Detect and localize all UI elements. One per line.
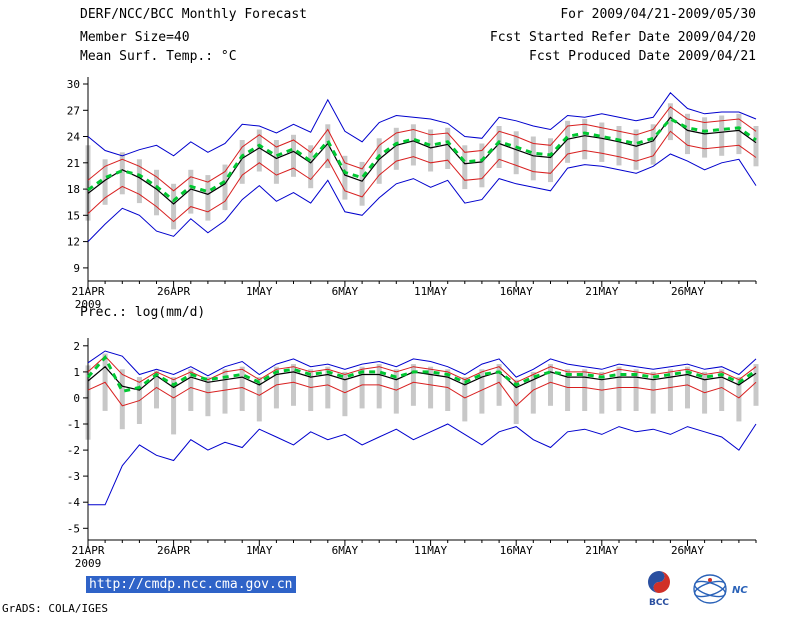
chart-temp-x-tick-label: 1MAY xyxy=(246,285,273,298)
fcst-start-date-label: Fcst Started Refer Date 2009/04/20 xyxy=(489,30,756,45)
chart-temp-series-ensemble-max xyxy=(87,92,757,157)
chart-temp-y-tick-label: 27 xyxy=(67,104,80,117)
page-title: DERF/NCC/BCC Monthly Forecast xyxy=(80,7,307,22)
prec-panel-title: Prec.: log(mm/d) xyxy=(80,305,206,320)
precipitation-chart: 2 1 0 -1 -2 -3 -4 -5 21APR 26APR 1MAY 6MAY 11MAY 16MA… xyxy=(67,338,759,570)
chart-temp-y-tick-label: 12 xyxy=(67,236,80,249)
chart-temp-x-tick-label: 26MAY xyxy=(671,285,704,298)
chart-temp-x-tick-label: 21MAY xyxy=(585,285,618,298)
chart-temp-x-year-label: 2009 xyxy=(75,298,102,311)
chart-prec-x-tick-label: 11MAY xyxy=(414,544,447,557)
chart-prec-y-tick-label: -5 xyxy=(67,522,80,535)
chart-temp-y-tick-label: 15 xyxy=(67,209,80,222)
chart-prec-x-tick-label: 1MAY xyxy=(246,544,273,557)
chart-temp-series-ensemble-min xyxy=(87,153,757,242)
temperature-chart: 9 12 15 18 21 24 27 30 21APR 26APR 1MAY 6MAY 11MAY 16… xyxy=(67,77,759,311)
chart-prec-series-upper-bound xyxy=(87,355,757,383)
forecast-range-label: For 2009/04/21-2009/05/30 xyxy=(560,7,756,22)
chart-prec-x-tick-label: 21APR xyxy=(71,544,104,557)
chart-prec-y-tick-label: 0 xyxy=(73,392,80,405)
ncc-logo-label: NCC xyxy=(732,585,748,596)
grads-credit: GrADS: COLA/IGES xyxy=(2,602,108,615)
ncc-globe-icon xyxy=(693,574,727,604)
chart-prec-y-tick-label: 1 xyxy=(73,366,80,379)
bcc-logo: BCC xyxy=(648,571,670,607)
chart-temp-series-upper-bound xyxy=(87,106,757,192)
chart-prec-series-ensemble-median xyxy=(87,365,757,391)
ncc-logo: NCC xyxy=(693,574,748,604)
chart-temp-y-tick-label: 18 xyxy=(67,183,80,196)
chart-temp-x-tick-label: 21APR xyxy=(71,285,104,298)
member-size-label: Member Size=40 xyxy=(80,30,190,45)
source-url-link[interactable]: http://cmdp.ncc.cma.gov.cn xyxy=(86,576,296,593)
chart-prec-y-tick-label: -2 xyxy=(67,444,80,457)
chart-prec-y-tick-label: 2 xyxy=(73,340,80,353)
chart-temp-series-ensemble-median xyxy=(87,116,757,205)
chart-prec-x-tick-label: 26MAY xyxy=(671,544,704,557)
chart-prec-series-ensemble-min xyxy=(88,423,757,506)
chart-temp-y-tick-label: 9 xyxy=(73,262,80,275)
chart-prec-x-tick-label: 6MAY xyxy=(332,544,359,557)
chart-prec-spread-bars xyxy=(85,353,759,440)
chart-prec-series-ensemble-mean xyxy=(86,354,757,394)
chart-prec-series-lower-bound xyxy=(87,381,757,407)
chart-prec-axes xyxy=(83,338,757,546)
chart-temp-x-tick-label: 26APR xyxy=(157,285,190,298)
chart-temp-x-tick-label: 11MAY xyxy=(414,285,447,298)
temp-panel-title: Mean Surf. Temp.: °C xyxy=(80,49,237,64)
chart-temp-y-tick-label: 21 xyxy=(67,157,80,170)
chart-prec-x-tick-label: 26APR xyxy=(157,544,190,557)
fcst-produced-date-label: Fcst Produced Date 2009/04/21 xyxy=(529,49,756,64)
chart-prec-x-year-label: 2009 xyxy=(75,557,102,570)
chart-prec-y-tick-label: -3 xyxy=(67,470,80,483)
chart-prec-y-tick-label: -1 xyxy=(67,418,80,431)
chart-temp-y-tick-label: 24 xyxy=(67,131,81,144)
chart-temp-x-tick-label: 6MAY xyxy=(332,285,359,298)
chart-temp-y-tick-label: 30 xyxy=(67,78,80,91)
chart-prec-y-tick-label: -4 xyxy=(67,496,81,509)
chart-temp-axes xyxy=(83,77,757,287)
bcc-swirl-icon xyxy=(648,571,670,593)
chart-prec-x-tick-label: 16MAY xyxy=(500,544,533,557)
chart-temp-x-tick-label: 16MAY xyxy=(500,285,533,298)
bcc-logo-label: BCC xyxy=(649,598,669,607)
chart-prec-x-tick-label: 21MAY xyxy=(585,544,618,557)
chart-prec-series-ensemble-max xyxy=(87,350,757,378)
chart-temp-series-lower-bound xyxy=(87,130,757,223)
